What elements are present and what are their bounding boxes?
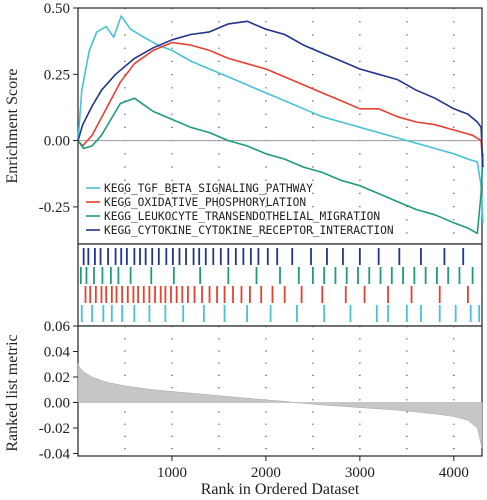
series-line [77,20,484,168]
ranked-y-axis-label: Ranked list metric [4,334,21,451]
x-tick-label: 3000 [345,465,375,481]
series-line [77,41,484,168]
enrichment-plot-frame [77,7,483,245]
enrichment-y-axis-label: Enrichment Score [4,68,21,183]
legend-entry: KEGG_TGF_BETA_SIGNALING_PATHWAY [104,182,313,195]
x-tick-label: 4000 [439,465,469,481]
y-tick-label: -0.04 [39,446,71,462]
enrichment-score-panel: 0.50 0.25 0.00 -0.25 Enrichment Score KEGG_… [4,1,484,245]
legend-entry: KEGG_CYTOKINE_CYTOKINE_RECEPTOR_INTERACT… [104,224,394,237]
ranked-x-ticks: 1000 2000 3000 4000 [157,456,469,481]
y-tick-label: -0.02 [39,421,70,437]
y-tick-label: 0.06 [44,319,71,335]
ranked-metric-area [77,362,483,449]
legend-entry: KEGG_LEUKOCYTE_TRANSENDOTHELIAL_MIGRATIO… [104,210,380,223]
y-tick-label: -0.25 [39,200,70,216]
y-tick-label: 0.50 [44,1,70,17]
ranked-y-ticks: 0.06 0.04 0.02 0.00 -0.02 -0.04 [39,319,78,462]
y-tick-label: 0.00 [44,134,70,150]
x-tick-label: 1000 [157,465,187,481]
x-tick-label: 2000 [251,465,281,481]
y-tick-label: 0.02 [44,370,70,386]
barcode-hits [79,248,481,322]
enrichment-y-ticks: 0.50 0.25 0.00 -0.25 [39,1,78,216]
legend-entry: KEGG_OXIDATIVE_PHOSPHORYLATION [104,196,306,209]
series-line [77,15,484,223]
y-tick-label: 0.00 [44,395,70,411]
x-axis-label: Rank in Ordered Dataset [201,481,360,498]
y-tick-label: 0.04 [44,344,71,360]
hit-barcode-panel [77,243,483,327]
series-line [77,97,484,235]
legend: KEGG_TGF_BETA_SIGNALING_PATHWAYKEGG_OXID… [86,182,394,237]
ranked-metric-panel: 0.06 0.04 0.02 0.00 -0.02 -0.04 1000 2000 3000 4… [4,319,483,498]
enrichment-curves [77,15,484,235]
y-tick-label: 0.25 [44,67,70,83]
